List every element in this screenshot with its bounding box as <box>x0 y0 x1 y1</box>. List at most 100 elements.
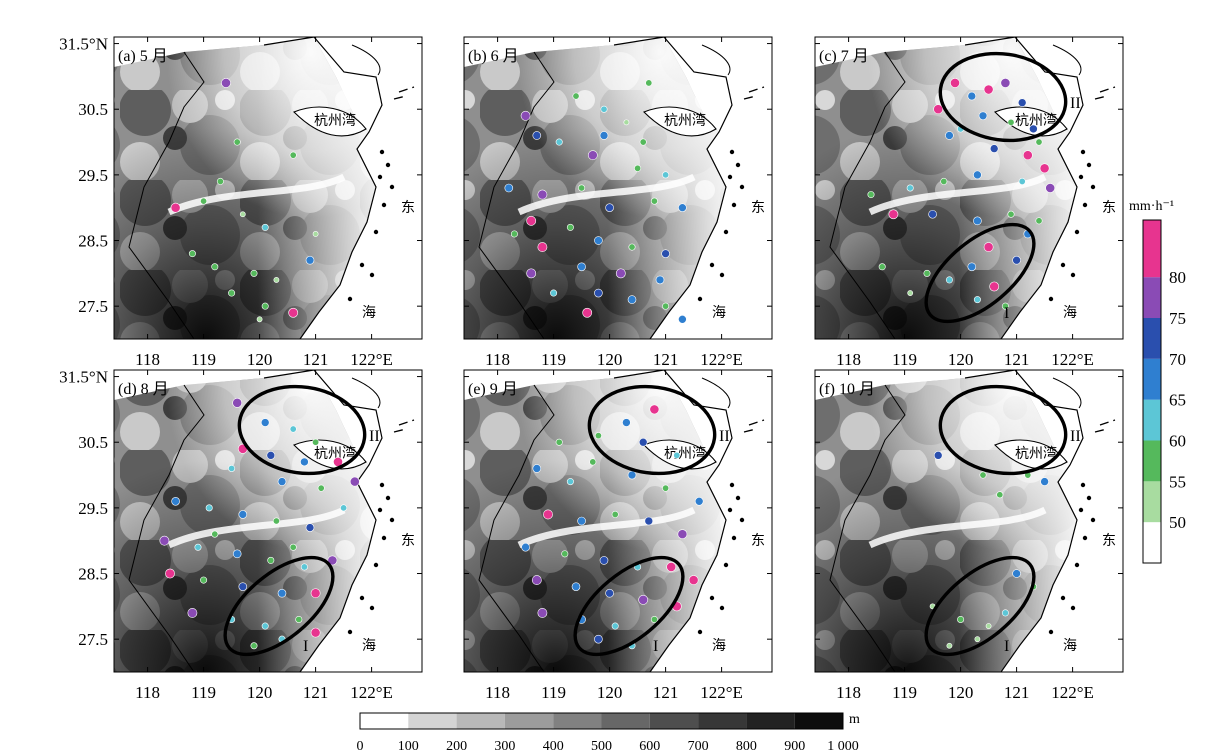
rain-station-18 <box>216 177 224 185</box>
region-ii-ellipse <box>938 51 1068 143</box>
panel-label: (a) 5 月 <box>118 48 168 65</box>
rain-station-27 <box>238 582 248 591</box>
bay-label: 杭州湾 <box>664 112 706 129</box>
elevation-bin-7 <box>649 713 699 729</box>
rain-station-11 <box>543 509 553 520</box>
x-tick-label: 122°E <box>1051 683 1094 702</box>
x-tick-label: 119 <box>541 350 566 369</box>
island-9 <box>1048 296 1054 302</box>
elevation-tick-label: 500 <box>591 739 612 754</box>
region-i-ellipse <box>924 555 1036 657</box>
rain-station-22 <box>531 575 542 585</box>
island-5 <box>381 535 387 541</box>
rain-station-19 <box>159 535 170 546</box>
panel-frame <box>113 369 423 673</box>
x-tick-label: 119 <box>191 350 216 369</box>
province-border <box>829 51 906 339</box>
rain-station-34 <box>310 627 321 638</box>
elevation-tick-label: 900 <box>784 739 805 754</box>
panel-frame <box>814 36 1124 340</box>
rain-station-33 <box>510 230 518 238</box>
rain-station-16 <box>678 203 687 212</box>
rain-station-18 <box>566 223 574 231</box>
island-5 <box>1082 202 1088 208</box>
rain-station-17 <box>272 517 280 525</box>
island-9 <box>1048 629 1054 635</box>
rain-station-5 <box>520 110 531 121</box>
coastline <box>964 37 1084 339</box>
rain-station-18 <box>305 523 315 532</box>
rain-station-4 <box>967 91 977 101</box>
colorbar-bin-1 <box>1143 522 1161 563</box>
rain-station-8 <box>1007 118 1015 126</box>
yangtze-mouth <box>701 44 731 76</box>
rain-station-26 <box>655 275 665 285</box>
island-5 <box>1082 535 1088 541</box>
island-8 <box>1070 605 1076 611</box>
elevation-colorbar: m 0 100 200 300 400 500 600 700 800 900 1 000 <box>357 712 861 754</box>
y-tick-label: 30.5 <box>78 100 108 119</box>
sea-label-east: 东 <box>401 200 415 216</box>
coastline <box>613 37 733 339</box>
panel-frame <box>463 369 773 673</box>
rain-station-13 <box>261 302 269 310</box>
rain-station-13 <box>974 636 981 643</box>
rain-station-24 <box>577 262 586 272</box>
rain-station-7 <box>627 470 637 480</box>
island-2 <box>735 162 741 168</box>
rain-station-27 <box>550 289 558 297</box>
rain-station-29 <box>627 295 637 304</box>
sea-label-east: 东 <box>751 200 765 216</box>
elevation-tick-label: 300 <box>494 739 515 754</box>
rain-station-2 <box>622 418 631 427</box>
rain-station-5 <box>1017 98 1027 107</box>
region-i-label: I <box>1004 638 1009 655</box>
island-3 <box>377 174 383 180</box>
bay-label: 杭州湾 <box>314 112 356 129</box>
rain-station-10 <box>945 131 954 140</box>
rain-station-35 <box>639 138 647 146</box>
rain-station-32 <box>878 263 886 271</box>
x-tick-label: 120 <box>247 350 273 369</box>
x-tick-label: 121 <box>1004 683 1030 702</box>
x-tick-label: 120 <box>597 350 623 369</box>
rain-station-28 <box>594 288 603 298</box>
rain-station-30 <box>650 615 658 623</box>
x-tick-label: 120 <box>597 683 623 702</box>
elevation-bin-9 <box>746 713 795 729</box>
rain-station-1 <box>950 78 960 88</box>
island-7 <box>709 262 715 268</box>
panel-label: (f) 10 月 <box>819 381 875 398</box>
island-5 <box>731 202 737 208</box>
river-valley <box>517 506 696 549</box>
yangtze-mouth <box>351 377 381 409</box>
rain-station-2 <box>979 471 987 479</box>
rain-station-16 <box>521 542 530 552</box>
y-tick-label: 30.5 <box>78 433 108 452</box>
rain-station-14 <box>171 497 180 506</box>
island-4 <box>389 184 395 190</box>
hangzhou-bay <box>643 106 717 137</box>
rain-station-23 <box>526 268 537 279</box>
province-border <box>128 384 205 672</box>
sea-label-sea: 海 <box>712 638 726 654</box>
hangzhou-bay <box>293 106 367 137</box>
island-3 <box>1078 174 1084 180</box>
island-7 <box>1060 595 1066 601</box>
island-7 <box>1060 262 1066 268</box>
rain-station-19 <box>594 236 603 245</box>
rain-station-9 <box>211 263 219 271</box>
rain-station-20 <box>628 243 636 251</box>
rain-station-2 <box>233 138 241 146</box>
region-ii-label: II <box>369 428 380 445</box>
panel-frame <box>113 36 423 340</box>
rain-station-23 <box>1007 210 1015 218</box>
x-tick-label: 119 <box>892 350 917 369</box>
rain-station-6 <box>266 451 276 460</box>
island-1 <box>1080 482 1086 488</box>
bay-label: 杭州湾 <box>664 445 706 462</box>
island-6 <box>373 229 379 235</box>
